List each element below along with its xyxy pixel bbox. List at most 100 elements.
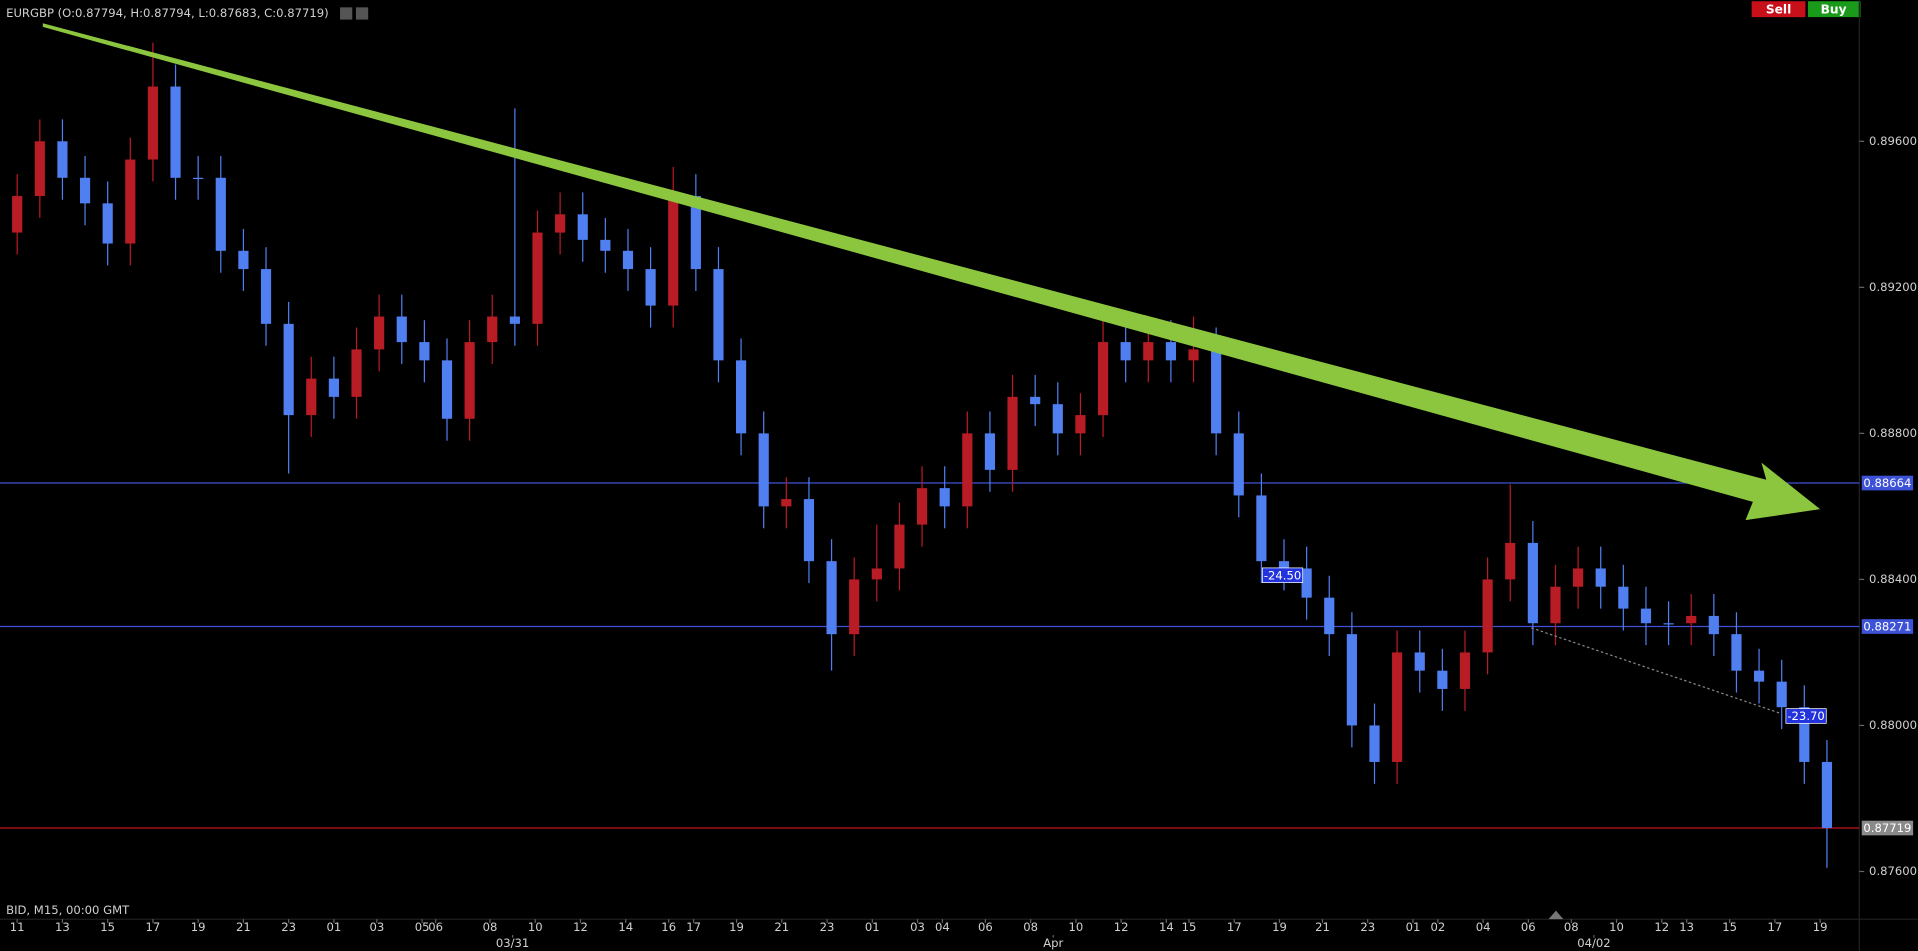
x-tick-label: 13: [1679, 920, 1694, 934]
annotation-box: [1261, 567, 1304, 583]
candle-body: [1414, 652, 1425, 671]
x-date-label: 04/02: [1577, 936, 1610, 950]
x-tick-label: 15: [1722, 920, 1737, 934]
price-level-box: [1861, 619, 1914, 634]
x-date-label: 03/31: [496, 936, 529, 950]
x-tick-label: 19: [729, 920, 744, 934]
x-date-label: Apr: [1043, 936, 1063, 950]
annotation-box: [1785, 708, 1827, 724]
sell-button[interactable]: Sell: [1751, 1, 1806, 18]
candle-body: [1143, 342, 1154, 361]
footer-info: BID, M15, 00:00 GMT: [6, 903, 130, 917]
candle-body: [532, 232, 543, 324]
x-tick-label: 01: [1406, 920, 1421, 934]
candle-body: [1663, 623, 1674, 625]
x-tick-label: 04: [1476, 920, 1491, 934]
price-level-label: 0.88271: [1863, 620, 1911, 634]
x-tick-label: 21: [1315, 920, 1330, 934]
candle-body: [374, 316, 385, 350]
candle-body: [916, 488, 928, 525]
candle-body: [1256, 495, 1267, 562]
candle-body: [600, 239, 611, 251]
candle-body: [215, 177, 226, 251]
x-tick-label: 12: [1654, 920, 1669, 934]
y-tick-label: 0.87600: [1869, 864, 1917, 878]
candle-body: [1278, 561, 1290, 569]
candle-body: [102, 203, 113, 244]
icon[interactable]: [355, 7, 369, 20]
candle-body: [306, 378, 317, 416]
candle-body: [12, 196, 23, 233]
candle-body: [962, 433, 973, 507]
x-tick-label: 06: [1521, 920, 1536, 934]
scroll-marker[interactable]: [1548, 910, 1564, 920]
candle-body: [487, 316, 498, 343]
price-level-box: [1861, 475, 1914, 491]
candle-body: [283, 323, 294, 416]
x-tick-label: 19: [1272, 920, 1287, 934]
x-tick-label: 01: [865, 920, 880, 934]
candle-body: [1233, 433, 1244, 496]
y-tick-label: 0.88800: [1869, 426, 1917, 440]
candle-body: [1776, 681, 1787, 708]
candle-body: [464, 342, 475, 419]
candle-body: [57, 141, 68, 178]
candle-body: [1459, 652, 1471, 689]
candle-body: [645, 269, 656, 306]
candle-body: [509, 316, 520, 324]
x-tick-label: 19: [1813, 920, 1828, 934]
candle-body: [1731, 634, 1742, 671]
candle-body: [803, 499, 815, 562]
candle-body: [622, 250, 634, 270]
buy-label: Buy: [1821, 2, 1847, 16]
candle-body: [193, 177, 204, 180]
x-tick-label: 14: [1159, 920, 1174, 934]
x-tick-label: 21: [774, 920, 789, 934]
candle-body: [758, 433, 769, 507]
candle-body: [1369, 725, 1380, 762]
x-tick-label: 21: [236, 920, 251, 934]
x-tick-label: 01: [327, 920, 342, 934]
candle-body: [1165, 342, 1176, 361]
candle-body: [984, 433, 996, 470]
x-tick-label: 17: [686, 920, 701, 934]
x-tick-label: 08: [483, 920, 498, 934]
x-tick-label: 05: [415, 920, 430, 934]
candle-body: [1301, 568, 1312, 598]
candle-body: [34, 141, 45, 197]
buy-button[interactable]: Buy: [1807, 1, 1861, 18]
y-tick-label: 0.88400: [1869, 572, 1917, 586]
candle-body: [1505, 542, 1516, 580]
x-tick-label: 11: [10, 920, 25, 934]
candle-body: [419, 342, 430, 361]
candle-body: [781, 499, 792, 507]
candle-body: [849, 579, 860, 635]
candle-body: [1392, 652, 1403, 762]
x-tick-label: 12: [1114, 920, 1129, 934]
x-tick-label: 15: [1182, 920, 1197, 934]
candle-body: [147, 86, 159, 160]
candle-body: [260, 269, 272, 324]
x-tick-label: 23: [1360, 920, 1375, 934]
candle-body: [1595, 568, 1606, 587]
candle-body: [1527, 542, 1538, 624]
x-tick-label: 23: [820, 920, 835, 934]
sell-label: Sell: [1766, 2, 1791, 16]
candle-body: [396, 316, 407, 343]
candle-body: [555, 214, 566, 233]
x-tick-label: 17: [1768, 920, 1783, 934]
x-tick-label: 10: [1069, 920, 1084, 934]
candle-body: [1052, 404, 1063, 434]
price-level-label: 0.88664: [1863, 476, 1911, 490]
candle-body: [1120, 342, 1131, 361]
candle-body: [351, 349, 362, 397]
x-tick-label: 19: [191, 920, 206, 934]
x-tick-label: 08: [1023, 920, 1038, 934]
candle-body: [577, 214, 588, 240]
candle-body: [328, 378, 339, 397]
candle-body: [894, 524, 905, 569]
icon[interactable]: [340, 7, 353, 20]
candle-body: [125, 159, 136, 244]
